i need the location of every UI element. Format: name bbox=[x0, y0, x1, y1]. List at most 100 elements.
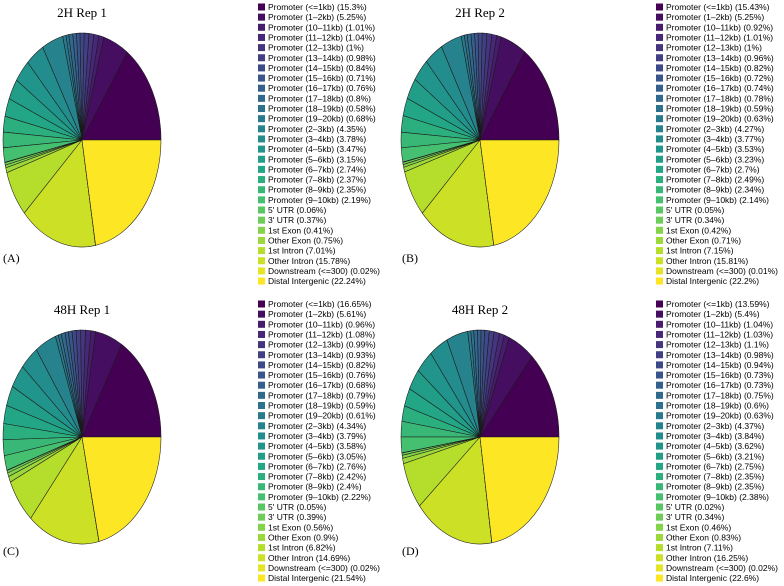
legend-label: Promoter (12–13kb) (1%) bbox=[268, 43, 364, 53]
pie-chart bbox=[2, 329, 162, 545]
legend-swatch bbox=[258, 145, 265, 153]
legend-swatch bbox=[258, 267, 265, 275]
legend-swatch bbox=[656, 391, 663, 399]
legend-label: Promoter (18–19kb) (0.6%) bbox=[666, 401, 769, 411]
legend-swatch bbox=[258, 422, 265, 430]
legend-label: Promoter (3–4kb) (3.78%) bbox=[268, 134, 366, 144]
legend-item: Promoter (19–20kb) (0.63%) bbox=[656, 114, 774, 124]
legend-label: Promoter (1–2kb) (5.61%) bbox=[268, 309, 366, 319]
legend-swatch bbox=[656, 462, 663, 470]
legend-swatch bbox=[258, 554, 265, 562]
legend-label: Downstream (<=300) (0.02%) bbox=[666, 563, 778, 573]
legend-item: Promoter (5–6kb) (3.23%) bbox=[656, 154, 764, 164]
legend-swatch bbox=[258, 564, 265, 572]
legend-swatch bbox=[258, 84, 265, 92]
legend-swatch bbox=[258, 523, 265, 531]
legend-swatch bbox=[656, 155, 663, 163]
pie-slice-other-intron bbox=[30, 436, 100, 545]
legend-item: Promoter (8–9kb) (2.34%) bbox=[656, 185, 764, 195]
panel-a: 2H Rep 1 Promoter (<=1kb) (15.3%)Promote… bbox=[2, 2, 380, 286]
legend-swatch bbox=[258, 381, 265, 389]
legend-swatch bbox=[258, 462, 265, 470]
legend-item: Promoter (4–5kb) (3.47%) bbox=[258, 144, 366, 154]
legend-item: Promoter (6–7kb) (2.74%) bbox=[258, 164, 366, 174]
legend-item: Distal Intergenic (22.2%) bbox=[656, 276, 759, 286]
legend-item: Promoter (13–14kb) (0.98%) bbox=[258, 53, 376, 63]
legend-swatch bbox=[258, 115, 265, 123]
legend-item: Other Intron (15.78%) bbox=[258, 256, 350, 266]
legend-item: Promoter (17–18kb) (0.79%) bbox=[258, 390, 376, 400]
legend-swatch bbox=[656, 473, 663, 481]
legend-label: Other Intron (16.25%) bbox=[666, 553, 748, 563]
legend-swatch bbox=[656, 402, 663, 409]
legend-swatch bbox=[258, 493, 265, 501]
legend-swatch bbox=[656, 564, 663, 572]
legend-swatch bbox=[258, 3, 265, 11]
legend-label: Promoter (6–7kb) (2.75%) bbox=[666, 461, 764, 471]
legend-swatch bbox=[258, 310, 265, 318]
legend-label: Promoter (<=1kb) (15.43%) bbox=[666, 2, 770, 12]
legend-label: Promoter (17–18kb) (0.79%) bbox=[268, 390, 376, 400]
legend-swatch bbox=[258, 236, 265, 244]
legend-item: Other Intron (15.81%) bbox=[656, 256, 748, 266]
legend-item: Promoter (16–17kb) (0.68%) bbox=[258, 380, 376, 390]
legend-label: Promoter (13–14kb) (0.96%) bbox=[666, 53, 774, 63]
legend-swatch bbox=[656, 523, 663, 531]
legend: Promoter (<=1kb) (15.3%)Promoter (1–2kb)… bbox=[258, 2, 380, 286]
pie-chart bbox=[2, 32, 162, 248]
legend-label: 1st Exon (0.42%) bbox=[666, 225, 731, 235]
legend-label: Promoter (<=1kb) (13.59%) bbox=[666, 299, 770, 309]
legend-item: 1st Exon (0.46%) bbox=[656, 522, 731, 532]
legend-label: Promoter (14–15kb) (0.82%) bbox=[268, 360, 376, 370]
legend-item: Promoter (11–12kb) (1.04%) bbox=[258, 32, 375, 42]
legend-label: Promoter (<=1kb) (16.65%) bbox=[268, 299, 372, 309]
legend-label: Other Exon (0.71%) bbox=[666, 235, 741, 245]
legend-label: 1st Intron (6.82%) bbox=[268, 543, 336, 553]
legend-label: Promoter (5–6kb) (3.21%) bbox=[666, 451, 764, 461]
legend-swatch bbox=[656, 544, 663, 552]
legend-item: Promoter (17–18kb) (0.8%) bbox=[258, 93, 371, 103]
legend-item: Promoter (<=1kb) (16.65%) bbox=[258, 299, 372, 309]
legend-swatch bbox=[258, 412, 265, 420]
legend-item: Promoter (11–12kb) (1.03%) bbox=[656, 329, 773, 339]
legend-label: Promoter (7–8kb) (2.37%) bbox=[268, 175, 366, 185]
legend-swatch bbox=[656, 483, 663, 491]
legend-item: 1st Exon (0.42%) bbox=[656, 225, 731, 235]
legend-item: Other Intron (14.69%) bbox=[258, 553, 350, 563]
legend: Promoter (<=1kb) (13.59%)Promoter (1–2kb… bbox=[656, 299, 778, 583]
legend-label: Promoter (19–20kb) (0.61%) bbox=[268, 411, 376, 421]
legend-item: Other Exon (0.83%) bbox=[656, 532, 741, 542]
legend-swatch bbox=[656, 351, 663, 359]
legend-item: Promoter (18–19kb) (0.59%) bbox=[258, 401, 376, 411]
legend-swatch bbox=[656, 44, 663, 52]
legend-label: Promoter (6–7kb) (2.7%) bbox=[666, 164, 760, 174]
legend-swatch bbox=[656, 452, 663, 460]
legend-item: 3' UTR (0.37%) bbox=[258, 215, 326, 225]
legend-item: Promoter (3–4kb) (3.78%) bbox=[258, 134, 366, 144]
legend-label: Promoter (12–13kb) (1.1%) bbox=[666, 340, 769, 350]
legend-label: Promoter (9–10kb) (2.19%) bbox=[268, 195, 371, 205]
panel-label: (A) bbox=[3, 251, 20, 265]
legend-item: Promoter (7–8kb) (2.37%) bbox=[258, 175, 366, 185]
legend-item: Other Exon (0.71%) bbox=[656, 235, 741, 245]
legend-swatch bbox=[258, 300, 265, 308]
legend-item: Promoter (<=1kb) (15.43%) bbox=[656, 2, 770, 12]
legend-label: 3' UTR (0.34%) bbox=[666, 512, 724, 522]
legend-label: Downstream (<=300) (0.02%) bbox=[268, 266, 380, 276]
pie-slice-other-intron bbox=[422, 139, 495, 248]
legend-swatch bbox=[258, 341, 265, 349]
legend-swatch bbox=[656, 320, 663, 328]
legend-item: Promoter (15–16kb) (0.71%) bbox=[258, 73, 376, 83]
legend-label: Promoter (11–12kb) (1.04%) bbox=[268, 32, 375, 42]
legend-item: Promoter (17–18kb) (0.75%) bbox=[656, 390, 774, 400]
legend-swatch bbox=[258, 402, 265, 409]
legend-label: 3' UTR (0.39%) bbox=[268, 512, 326, 522]
legend-label: Promoter (8–9kb) (2.35%) bbox=[268, 185, 366, 195]
legend-swatch bbox=[258, 216, 265, 224]
legend-label: Promoter (4–5kb) (3.58%) bbox=[268, 441, 366, 451]
legend-item: Other Exon (0.9%) bbox=[258, 532, 339, 542]
legend-item: Promoter (11–12kb) (1.01%) bbox=[656, 32, 773, 42]
legend-label: Distal Intergenic (21.54%) bbox=[268, 573, 366, 583]
legend-swatch bbox=[656, 145, 663, 153]
legend-item: Other Intron (16.25%) bbox=[656, 553, 748, 563]
